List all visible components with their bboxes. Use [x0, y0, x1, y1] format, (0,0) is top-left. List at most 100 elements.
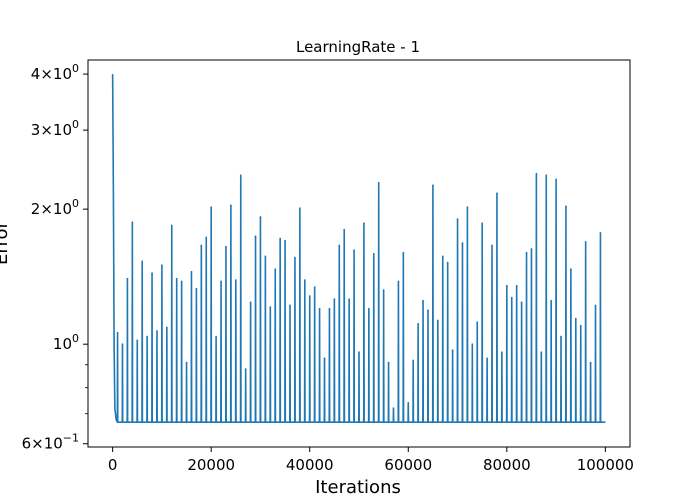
- spike-point: [372, 253, 375, 255]
- spike-point: [225, 245, 227, 248]
- y-tick-label: 3×100: [31, 118, 79, 139]
- y-tick-label: 6×10−1: [22, 432, 79, 453]
- x-tick-label: 0: [108, 456, 118, 474]
- spike-point: [304, 279, 306, 281]
- spike-point: [284, 240, 286, 242]
- spike-point: [471, 343, 474, 346]
- spike-point: [402, 251, 405, 254]
- axes: 0 20000 40000 60000 80000 100000 6×10−1 100 2×10…: [22, 59, 634, 474]
- spike-point: [180, 280, 183, 283]
- spike-point: [397, 280, 400, 283]
- spike-point: [432, 184, 434, 187]
- x-tick-label: 20000: [187, 456, 235, 474]
- y-axis-label: Error: [0, 220, 12, 264]
- spike-point: [506, 284, 508, 287]
- spike-point: [377, 181, 380, 184]
- y-tick-label: 4×100: [31, 62, 79, 83]
- plot-area: [111, 74, 606, 424]
- spike-point: [510, 296, 513, 299]
- spike-point: [422, 299, 424, 302]
- spike-point: [264, 255, 267, 258]
- spike-point: [333, 298, 336, 300]
- spike-point: [570, 268, 572, 270]
- spike-point: [525, 251, 528, 254]
- spike-point: [358, 351, 360, 353]
- spike-point: [599, 232, 602, 234]
- spike-point: [560, 335, 562, 338]
- spike-point: [166, 326, 168, 329]
- spike-point: [259, 216, 262, 218]
- spike-point: [338, 244, 341, 247]
- spike-point: [481, 222, 483, 225]
- spike-point: [594, 304, 597, 307]
- spike-point: [520, 301, 523, 304]
- spike-point: [555, 178, 557, 181]
- spike-point: [491, 244, 493, 247]
- spike-point: [387, 361, 390, 364]
- spike-point: [427, 309, 429, 312]
- spike-point: [515, 284, 518, 287]
- spike-point: [486, 357, 488, 360]
- spike-point: [239, 174, 242, 177]
- spike-point: [279, 237, 281, 240]
- spike-point: [141, 260, 143, 263]
- spike-point: [294, 256, 296, 259]
- spike-point: [121, 343, 124, 346]
- spike-point: [535, 172, 538, 175]
- spike-point: [392, 407, 395, 410]
- spike-point: [146, 335, 148, 338]
- spike-point: [466, 206, 469, 208]
- spike-point: [530, 248, 533, 250]
- spike-point: [318, 307, 321, 310]
- spike-point: [190, 271, 193, 273]
- y-tick-label: 2×100: [31, 197, 79, 218]
- x-tick-label: 60000: [384, 456, 432, 474]
- spike-point: [328, 307, 331, 310]
- spike-point: [540, 351, 543, 353]
- spike-point: [382, 289, 385, 291]
- spike-point: [441, 255, 444, 258]
- spike-point: [476, 321, 479, 323]
- spike-point: [269, 306, 272, 308]
- spike-point: [343, 228, 346, 231]
- spike-point: [299, 207, 301, 209]
- spike-point: [126, 277, 129, 280]
- spike-point: [412, 359, 415, 362]
- spike-point: [501, 351, 503, 353]
- spike-point: [151, 272, 153, 274]
- spike-point: [313, 286, 316, 288]
- x-tick-label: 40000: [286, 456, 334, 474]
- spike-point: [323, 357, 326, 360]
- spike-point: [220, 280, 222, 283]
- spike-point: [575, 317, 577, 320]
- spike-point: [116, 332, 119, 334]
- spike-point: [579, 324, 582, 327]
- spike-point: [584, 241, 587, 243]
- spike-point: [496, 192, 498, 195]
- x-tick-label: 80000: [483, 456, 531, 474]
- spike-point: [565, 205, 567, 208]
- spike-point: [195, 287, 198, 290]
- spike-point: [437, 319, 439, 322]
- spike-point: [363, 222, 365, 225]
- x-axis-label: Iterations: [315, 477, 401, 498]
- spike-point: [451, 349, 454, 351]
- spike-point: [289, 304, 291, 307]
- spike-point: [407, 402, 410, 404]
- y-tick-label: 100: [53, 332, 79, 353]
- spike-point: [230, 204, 232, 207]
- spike-point: [210, 206, 212, 208]
- spike-point: [348, 298, 350, 300]
- spike-point: [254, 235, 257, 238]
- x-tick-label: 100000: [577, 456, 634, 474]
- spike-point: [185, 361, 188, 364]
- spike-point: [446, 261, 449, 264]
- spike-point: [550, 299, 552, 302]
- spike-point: [131, 221, 134, 224]
- spike-point: [205, 236, 208, 239]
- spike-point: [417, 323, 419, 325]
- spike-point: [545, 174, 548, 177]
- chart-title: LearningRate - 1: [296, 38, 420, 56]
- spike-point: [589, 361, 592, 364]
